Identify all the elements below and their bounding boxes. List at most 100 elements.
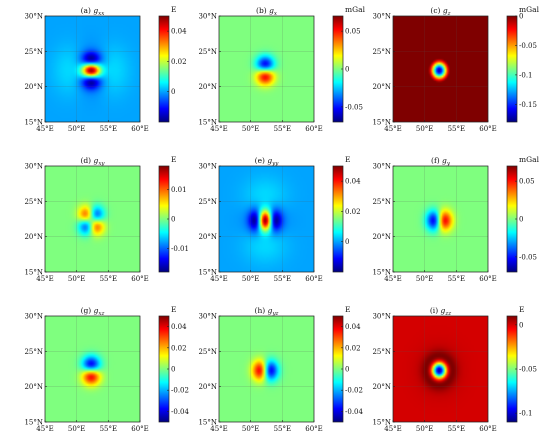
y-tick-label: 25°N [24, 198, 43, 206]
colorbar-gy [507, 166, 517, 272]
colorbar-tick-label: -0.1 [519, 410, 533, 418]
panel-title: (f) gy [431, 156, 451, 167]
x-tick-label: 55°E [448, 425, 466, 433]
colorbar-gx [333, 16, 343, 122]
colorbar-gxx [159, 16, 169, 122]
panel-gxz: 45°E 50°E 55°E 60°E 30°N 25°N 20°N 15°N (g) gxz 0… [24, 305, 189, 433]
heatmap-gy [393, 166, 488, 272]
panel-gxx: 45°E 50°E 55°E 60°E 30°N 25°N 20°N 15°N (a) gxx 0… [24, 5, 187, 133]
y-tick-label: 25°N [198, 348, 217, 356]
x-tick-label: 60°E [479, 125, 497, 133]
x-tick-label: 45°E [384, 425, 402, 433]
colorbar-tick-label: 0.02 [171, 58, 187, 66]
colorbar-tick-label: 0 [345, 66, 349, 74]
x-tick-label: 55°E [274, 425, 292, 433]
plot-frame [218, 315, 315, 423]
y-tick-label: 20°N [24, 83, 43, 91]
colorbar-tick-label: 0.05 [519, 178, 535, 186]
colorbar-gxz [159, 316, 169, 422]
x-tick-label: 60°E [131, 425, 149, 433]
x-tick-label: 45°E [36, 425, 54, 433]
panel-title: (g) gxz [81, 306, 105, 317]
plot-frame [44, 15, 141, 123]
x-tick-label: 60°E [131, 275, 149, 283]
x-tick-label: 50°E [416, 425, 434, 433]
y-tick-label: 30°N [372, 13, 391, 21]
y-tick-label: 25°N [198, 198, 217, 206]
colorbar-tick-label: -0.05 [519, 253, 537, 261]
colorbar-unit: E [171, 5, 176, 14]
plot-frame [44, 165, 141, 273]
panel-title: (a) gxx [81, 6, 106, 17]
panel-gyy: 45°E 50°E 55°E 60°E 30°N 25°N 20°N 15°N (e) gyy 0… [198, 155, 361, 283]
x-tick-label: 45°E [210, 425, 228, 433]
colorbar-tick-label: -0.02 [171, 387, 189, 395]
y-tick-label: 30°N [198, 313, 217, 321]
colorbar-unit: mGal [345, 5, 366, 14]
x-tick-label: 60°E [479, 275, 497, 283]
colorbar-tick-label: 0 [171, 366, 175, 374]
y-tick-label: 30°N [372, 313, 391, 321]
colorbar-tick-label: 0.01 [171, 186, 187, 194]
colorbar-frame [506, 15, 518, 123]
y-tick-label: 15°N [198, 119, 217, 127]
colorbar-tick-label: -0.05 [519, 42, 537, 50]
colorbar-tick-label: 0 [171, 216, 175, 224]
plot-frame [392, 15, 489, 123]
colorbar-gxy [159, 166, 169, 272]
colorbar-unit: E [345, 155, 350, 164]
colorbar-unit: E [345, 305, 350, 314]
colorbar-tick-label: 0.02 [171, 344, 187, 352]
heatmap-gz [393, 16, 488, 122]
heatmap-gxz [45, 316, 140, 422]
x-tick-label: 50°E [242, 425, 260, 433]
x-tick-label: 45°E [36, 125, 54, 133]
colorbar-tick-label: -0.04 [171, 408, 189, 416]
x-tick-label: 50°E [242, 125, 260, 133]
colorbar-tick-label: 0.04 [171, 323, 187, 331]
y-tick-label: 20°N [372, 383, 391, 391]
y-tick-label: 20°N [24, 383, 43, 391]
colorbar-tick-label: -0.02 [345, 387, 363, 395]
y-tick-label: 30°N [24, 163, 43, 171]
x-tick-label: 50°E [68, 275, 86, 283]
y-tick-label: 25°N [24, 348, 43, 356]
y-tick-label: 20°N [198, 233, 217, 241]
colorbar-unit: mGal [519, 155, 540, 164]
y-tick-label: 15°N [372, 119, 391, 127]
x-tick-label: 60°E [479, 425, 497, 433]
colorbar-unit: mGal [519, 5, 540, 14]
y-tick-label: 25°N [372, 48, 391, 56]
colorbar-gz [507, 16, 517, 122]
heatmap-gx [219, 16, 314, 122]
y-tick-label: 25°N [372, 348, 391, 356]
panel-gz: 45°E 50°E 55°E 60°E 30°N 25°N 20°N 15°N (c) gz 0 -… [372, 5, 539, 133]
x-tick-label: 55°E [100, 125, 118, 133]
x-tick-label: 55°E [274, 125, 292, 133]
x-tick-label: 45°E [210, 125, 228, 133]
y-tick-label: 20°N [372, 83, 391, 91]
x-tick-label: 60°E [131, 125, 149, 133]
panel-gx: 45°E 50°E 55°E 60°E 30°N 25°N 20°N 15°N (b) gx 0.… [198, 5, 365, 133]
panel-gxy: 45°E 50°E 55°E 60°E 30°N 25°N 20°N 15°N (d) gxy 0… [24, 155, 189, 283]
colorbar-tick-label: 0.05 [345, 28, 361, 36]
y-tick-label: 30°N [372, 163, 391, 171]
colorbar-tick-label: 0.02 [345, 344, 361, 352]
plot-frame [392, 165, 489, 273]
y-tick-label: 30°N [198, 13, 217, 21]
y-tick-label: 30°N [24, 313, 43, 321]
y-tick-label: 15°N [24, 119, 43, 127]
y-tick-label: 20°N [372, 233, 391, 241]
x-tick-label: 55°E [100, 275, 118, 283]
x-tick-label: 55°E [274, 275, 292, 283]
x-tick-label: 60°E [305, 275, 323, 283]
colorbar-unit: E [171, 155, 176, 164]
panel-gyz: 45°E 50°E 55°E 60°E 30°N 25°N 20°N 15°N (h) gyz 0… [198, 305, 363, 433]
colorbar-tick-label: 0.04 [345, 323, 361, 331]
panel-title: (d) gxy [80, 156, 105, 167]
colorbar-tick-label: 0.04 [345, 178, 361, 186]
x-tick-label: 55°E [448, 125, 466, 133]
y-tick-label: 25°N [24, 48, 43, 56]
y-tick-label: 20°N [198, 383, 217, 391]
